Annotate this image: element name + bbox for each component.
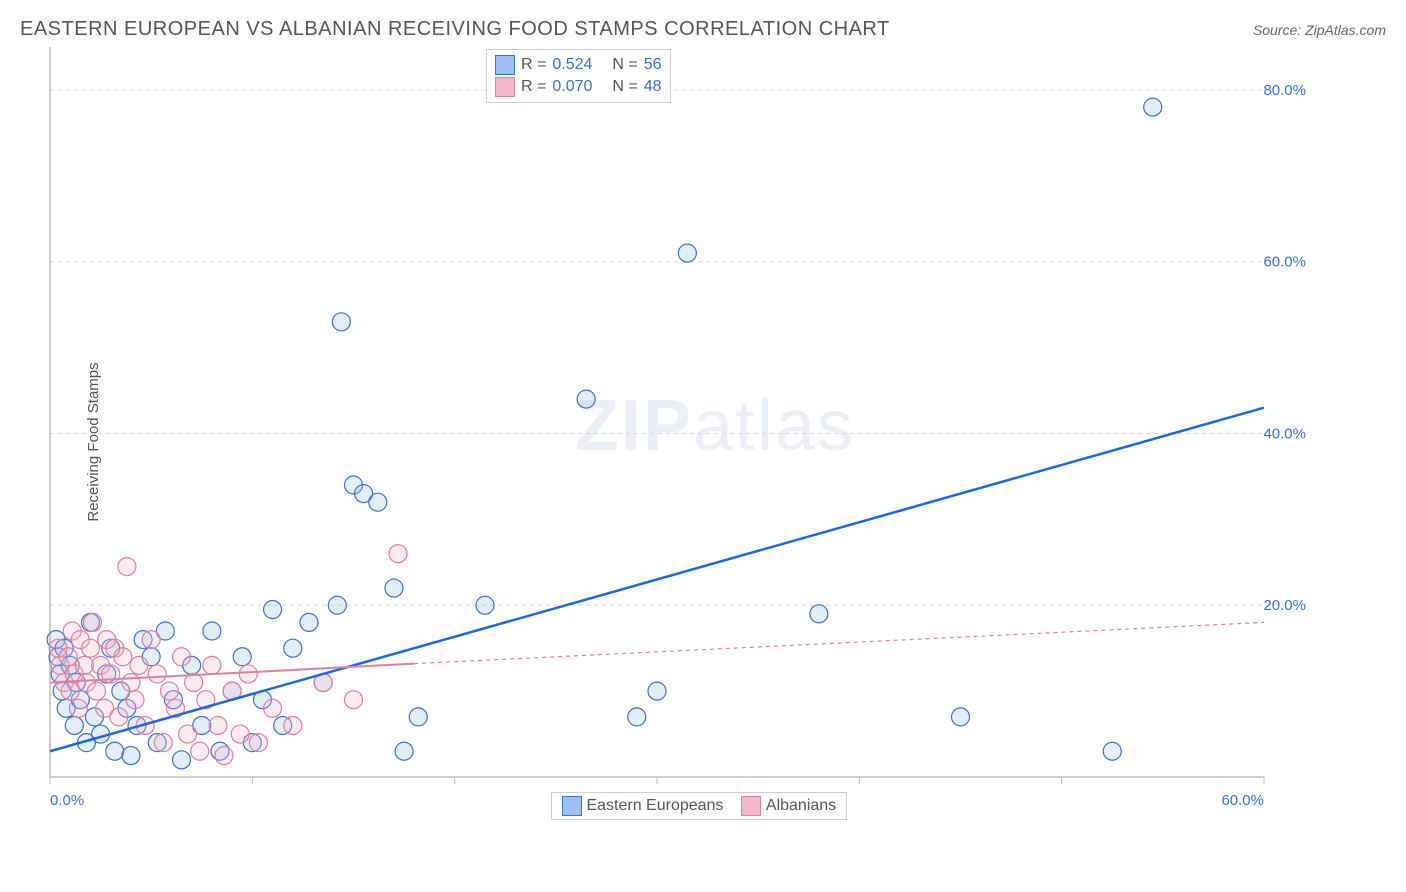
data-point	[154, 734, 172, 752]
data-point	[106, 742, 124, 760]
data-point	[173, 648, 191, 666]
data-point	[215, 747, 233, 765]
data-point	[81, 639, 99, 657]
correlation-info-box: R = 0.524 N = 56 R = 0.070 N = 48	[486, 49, 671, 103]
data-point	[1103, 742, 1121, 760]
r-value: 0.070	[552, 78, 592, 96]
data-point	[191, 742, 209, 760]
svg-text:60.0%: 60.0%	[1263, 254, 1306, 271]
data-point	[122, 747, 140, 765]
title-bar: EASTERN EUROPEAN VS ALBANIAN RECEIVING F…	[0, 0, 1406, 47]
svg-text:0.0%: 0.0%	[50, 792, 84, 809]
r-label: R =	[521, 78, 546, 96]
data-point	[284, 716, 302, 734]
series-swatch	[495, 77, 515, 97]
svg-text:20.0%: 20.0%	[1263, 597, 1306, 614]
data-point	[328, 596, 346, 614]
data-point	[173, 751, 191, 769]
data-point	[678, 244, 696, 262]
data-point	[395, 742, 413, 760]
data-point	[61, 682, 79, 700]
data-point	[1144, 98, 1162, 116]
legend-item: Eastern Europeans	[562, 796, 723, 816]
data-point	[264, 601, 282, 619]
data-point	[75, 656, 93, 674]
data-point	[122, 674, 140, 692]
data-point	[88, 682, 106, 700]
data-point	[952, 708, 970, 726]
data-point	[577, 390, 595, 408]
info-row: R = 0.524 N = 56	[495, 54, 662, 76]
data-point	[284, 639, 302, 657]
data-point	[179, 725, 197, 743]
data-point	[264, 699, 282, 717]
r-value: 0.524	[552, 56, 592, 74]
svg-text:60.0%: 60.0%	[1221, 792, 1264, 809]
regression-line	[414, 622, 1264, 663]
source-attribution: Source: ZipAtlas.com	[1253, 22, 1386, 38]
data-point	[110, 708, 128, 726]
n-label: N =	[612, 56, 637, 74]
data-point	[126, 691, 144, 709]
legend-item: Albanians	[741, 796, 836, 816]
legend-label: Eastern Europeans	[586, 797, 723, 814]
n-label: N =	[612, 78, 637, 96]
series-legend: Eastern Europeans Albanians	[551, 792, 847, 820]
data-point	[233, 648, 251, 666]
svg-text:40.0%: 40.0%	[1263, 425, 1306, 442]
legend-swatch	[562, 796, 582, 816]
data-point	[345, 691, 363, 709]
info-row: R = 0.070 N = 48	[495, 76, 662, 98]
data-point	[389, 545, 407, 563]
data-point	[300, 613, 318, 631]
legend-swatch	[741, 796, 761, 816]
n-value: 56	[644, 56, 662, 74]
data-point	[142, 631, 160, 649]
series-swatch	[495, 55, 515, 75]
scatter-chart-svg: 20.0% 40.0% 60.0% 80.0% 0.0% 60.0%	[44, 47, 1344, 837]
plot-area: Receiving Food Stamps ZIPatlas 20.0%40.0…	[44, 47, 1386, 837]
data-point	[160, 682, 178, 700]
data-point	[114, 648, 132, 666]
legend-label: Albanians	[766, 797, 836, 814]
data-point	[249, 734, 267, 752]
svg-text:80.0%: 80.0%	[1263, 82, 1306, 99]
data-point	[83, 613, 101, 631]
data-point	[203, 622, 221, 640]
data-point	[476, 596, 494, 614]
data-point	[59, 648, 77, 666]
data-point	[148, 665, 166, 683]
chart-title: EASTERN EUROPEAN VS ALBANIAN RECEIVING F…	[20, 18, 890, 41]
data-point	[332, 313, 350, 331]
data-point	[385, 579, 403, 597]
data-point	[648, 682, 666, 700]
data-point	[203, 656, 221, 674]
data-point	[209, 716, 227, 734]
r-label: R =	[521, 56, 546, 74]
data-point	[231, 725, 249, 743]
data-point	[810, 605, 828, 623]
data-point	[409, 708, 427, 726]
n-value: 48	[644, 78, 662, 96]
data-point	[118, 558, 136, 576]
data-point	[239, 665, 257, 683]
data-point	[130, 656, 148, 674]
data-point	[65, 716, 83, 734]
data-point	[628, 708, 646, 726]
data-point	[69, 699, 87, 717]
data-point	[369, 493, 387, 511]
